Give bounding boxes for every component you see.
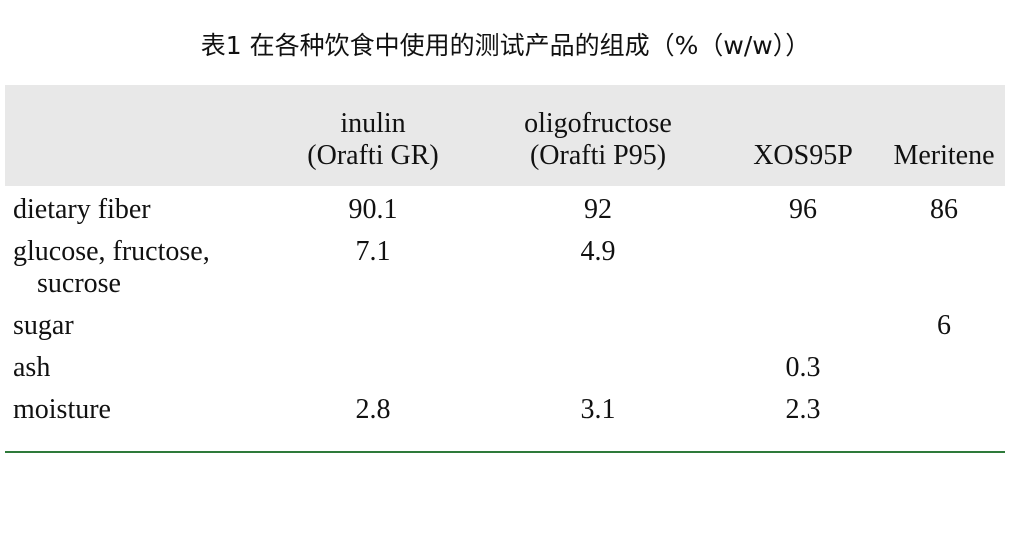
table-cell: 7.1 — [273, 230, 473, 304]
column-header: oligofructose (Orafti P95) — [473, 85, 723, 186]
cell-text: dietary fiber — [13, 194, 151, 225]
cell-text: glucose, fructose, sucrose — [13, 236, 210, 299]
header-line: (Orafti P95) — [529, 140, 667, 171]
bottom-rule — [5, 451, 1005, 453]
table-cell: 4.9 — [473, 230, 723, 304]
cell-text: 4.9 — [580, 236, 616, 267]
cell-text: 90.1 — [348, 194, 398, 225]
table-row: moisture 2.8 3.1 2.3 — [5, 388, 1005, 430]
cell-text: 0.3 — [785, 352, 821, 383]
table-cell — [273, 304, 473, 346]
column-header — [5, 85, 273, 186]
table-cell — [883, 346, 1005, 388]
cell-text: 6 — [937, 310, 951, 341]
header-row: inulin (Orafti GR) oligofructose (Orafti P9… — [5, 85, 1005, 186]
header-line: Meritene — [893, 140, 995, 171]
table-cell: 86 — [883, 186, 1005, 230]
table-row: dietary fiber 90.1 92 96 86 — [5, 186, 1005, 230]
table-cell — [723, 304, 883, 346]
cell-text: 92 — [584, 194, 612, 225]
table-cell: 2.3 — [723, 388, 883, 430]
table-row: glucose, fructose, sucrose 7.1 4.9 — [5, 230, 1005, 304]
table-row: ash 0.3 — [5, 346, 1005, 388]
column-header: Meritene — [883, 85, 1005, 186]
row-label: glucose, fructose, sucrose — [5, 230, 273, 304]
cell-text: 96 — [789, 194, 817, 225]
column-header: inulin (Orafti GR) — [273, 85, 473, 186]
row-label: moisture — [5, 388, 273, 430]
table-cell: 0.3 — [723, 346, 883, 388]
cell-text: 3.1 — [580, 394, 616, 425]
row-label: dietary fiber — [5, 186, 273, 230]
header-line: XOS95P — [753, 140, 853, 171]
table-cell: 2.8 — [273, 388, 473, 430]
table-row: sugar 6 — [5, 304, 1005, 346]
cell-text: moisture — [13, 394, 111, 425]
table-cell: 96 — [723, 186, 883, 230]
table-header: inulin (Orafti GR) oligofructose (Orafti P9… — [5, 85, 1005, 186]
header-line: (Orafti GR) — [307, 140, 439, 171]
column-header: XOS95P — [723, 85, 883, 186]
cell-text: 86 — [930, 194, 958, 225]
table-body: dietary fiber 90.1 92 96 86 glucose, fructose… — [5, 186, 1005, 430]
table-cell — [473, 346, 723, 388]
cell-text: ash — [13, 352, 51, 383]
table-cell — [883, 388, 1005, 430]
cell-text: 7.1 — [355, 236, 391, 267]
table-title: 表1 在各种饮食中使用的测试产品的组成（%（w/w）） — [200, 31, 811, 60]
cell-text: sugar — [13, 310, 74, 341]
table-cell — [273, 346, 473, 388]
table-cell: 6 — [883, 304, 1005, 346]
table-cell — [883, 230, 1005, 304]
table-cell — [723, 230, 883, 304]
table-cell: 90.1 — [273, 186, 473, 230]
header-line: oligofructose — [524, 108, 672, 139]
header-line: inulin — [340, 108, 406, 139]
cell-text: 2.8 — [355, 394, 391, 425]
cell-text: 2.3 — [785, 394, 821, 425]
table-cell — [473, 304, 723, 346]
table: inulin (Orafti GR) oligofructose (Orafti P9… — [5, 85, 1005, 430]
row-label: ash — [5, 346, 273, 388]
table-cell: 3.1 — [473, 388, 723, 430]
table-cell: 92 — [473, 186, 723, 230]
row-label: sugar — [5, 304, 273, 346]
